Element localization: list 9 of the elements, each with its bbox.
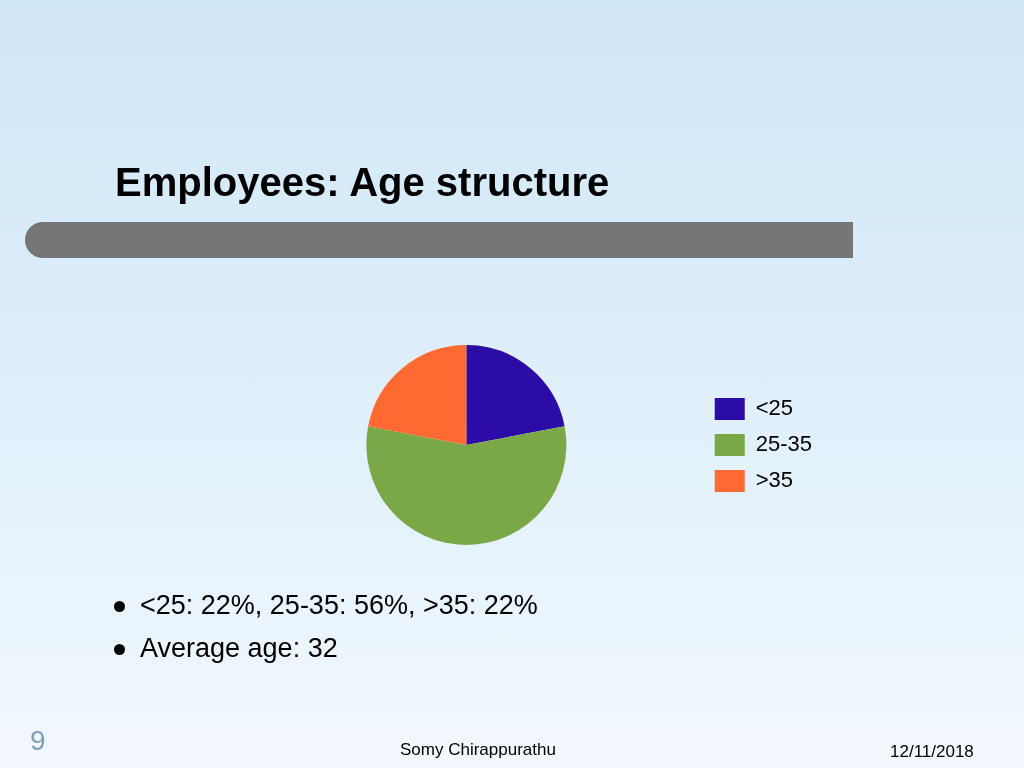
text: 12/11/2018 [890, 742, 974, 762]
text: Somy Chirappurathu [400, 740, 556, 760]
legend-label: >35 [755, 467, 794, 493]
text: Average age: 32 [140, 633, 339, 664]
legend-label: 25-35 [755, 431, 813, 457]
text: <25: 22%, 25-35: 56%, >35: 22% [140, 590, 538, 621]
chart-title: Employees: Age structure [115, 160, 610, 205]
text: 9 [30, 725, 46, 757]
legend-label: <25 [755, 395, 794, 421]
